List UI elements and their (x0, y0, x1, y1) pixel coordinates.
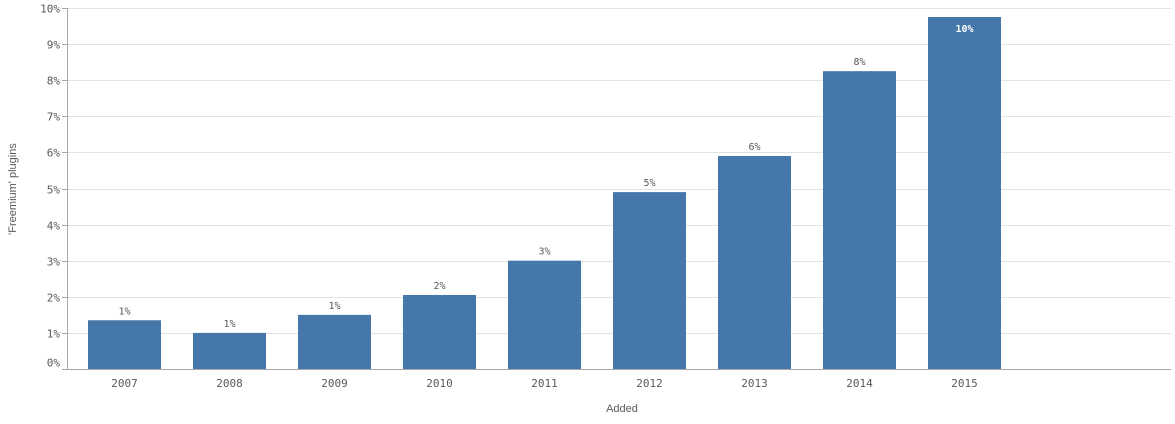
x-tick-label: 2014 (846, 377, 873, 390)
x-axis-ticks: 2007 2008 2009 2010 2011 2012 2013 2014 2015 (111, 377, 978, 390)
x-tick-label: 2015 (951, 377, 978, 390)
bar-2013[interactable] (718, 156, 791, 369)
data-label-2015: 10% (955, 24, 973, 35)
x-tick-label: 2011 (531, 377, 558, 390)
gridlines (67, 8, 1171, 334)
data-label-2010: 2% (433, 281, 445, 292)
y-axis-ticks: 0% 1% 2% 3% 4% 5% 6% 7% 8% 9% 10% (40, 3, 67, 370)
data-label-2009: 1% (328, 301, 340, 312)
x-tick-label: 2013 (741, 377, 768, 390)
y-tick-label: 4% (47, 220, 61, 233)
data-label-2014: 8% (853, 57, 865, 68)
y-tick-label: 5% (47, 184, 61, 197)
data-label-2012: 5% (643, 178, 655, 189)
y-tick-label: 7% (47, 111, 61, 124)
bar-2015[interactable] (928, 17, 1001, 370)
x-tick-label: 2008 (216, 377, 243, 390)
bars: 1% 1% 1% 2% 3% 5% 6% 8% 10% (88, 17, 1001, 370)
x-axis-title: Added (606, 403, 638, 415)
data-label-2011: 3% (538, 247, 550, 258)
y-tick-label: 1% (47, 328, 61, 341)
y-tick-label: 8% (47, 75, 61, 88)
data-label-2013: 6% (748, 142, 760, 153)
y-axis-title: 'Freemium' plugins (7, 143, 19, 235)
bar-2011[interactable] (508, 260, 581, 369)
bar-2012[interactable] (613, 192, 686, 369)
bar-2014[interactable] (823, 71, 896, 370)
y-tick-label: 2% (47, 292, 61, 305)
bar-2009[interactable] (298, 314, 371, 369)
y-tick-label: 6% (47, 147, 61, 160)
bar-2007[interactable] (88, 320, 161, 369)
y-tick-label: 10% (40, 3, 60, 16)
y-tick-label: 3% (47, 256, 61, 269)
x-tick-label: 2012 (636, 377, 663, 390)
y-tick-label: 0% (47, 357, 61, 370)
data-label-2008: 1% (223, 319, 235, 330)
data-label-2007: 1% (118, 306, 130, 317)
y-tick-label: 9% (47, 39, 61, 52)
x-tick-label: 2007 (111, 377, 138, 390)
bar-2008[interactable] (193, 332, 266, 369)
x-tick-label: 2009 (321, 377, 348, 390)
x-tick-label: 2010 (426, 377, 453, 390)
bar-2010[interactable] (403, 294, 476, 369)
